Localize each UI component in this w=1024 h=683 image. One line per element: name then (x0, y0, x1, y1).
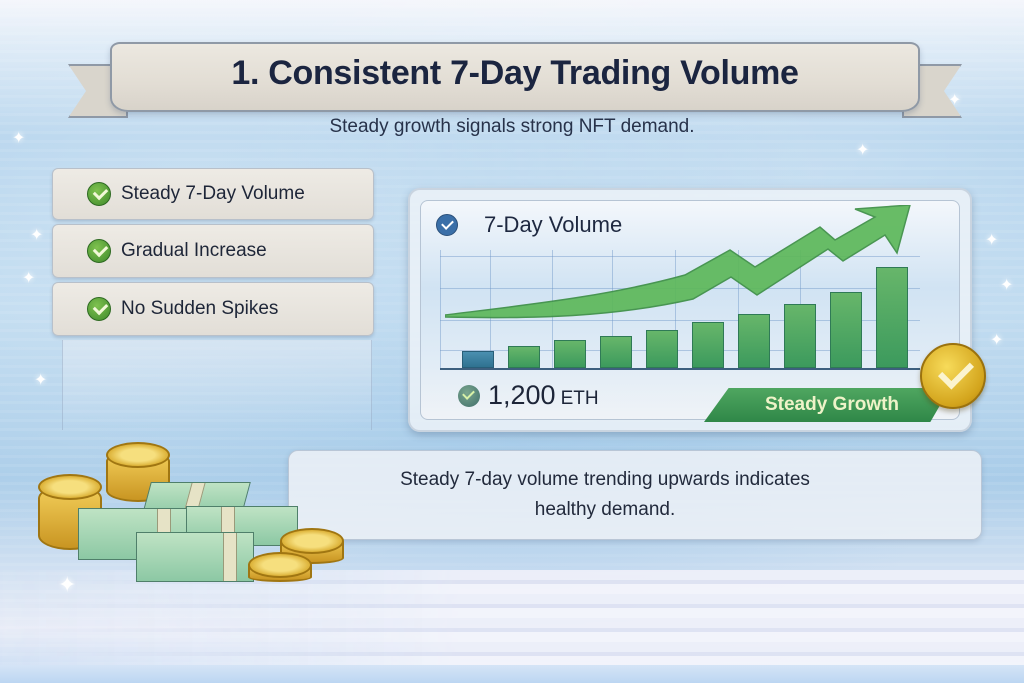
volume-value: 1,200 ETH (458, 380, 599, 411)
money-stack-illustration (36, 440, 346, 590)
note-line-1: Steady 7-day volume trending upwards ind… (400, 469, 810, 490)
coin-icon (38, 474, 102, 500)
bar-series (462, 258, 908, 368)
bill-band (223, 533, 237, 581)
check-circle-icon (87, 297, 111, 321)
volume-amount: 1,200 (488, 380, 556, 410)
bar-chart-plot (440, 250, 920, 372)
chart-bar (738, 313, 770, 368)
chart-title: 7-Day Volume (484, 212, 623, 237)
checklist-item-label: Steady 7-Day Volume (121, 183, 305, 204)
page-title: 1. Consistent 7-Day Trading Volume (231, 54, 799, 92)
checklist-item-label: No Sudden Spikes (121, 298, 279, 319)
x-axis (440, 368, 920, 370)
check-circle-icon (458, 384, 480, 407)
sparkle-icon: ✦ (58, 572, 77, 597)
coin-icon (106, 442, 170, 468)
grid-line (440, 256, 920, 257)
sparkle-icon: ✦ (856, 142, 870, 159)
chart-header: 7-Day Volume (436, 212, 622, 238)
summary-note: Steady 7-day volume trending upwards ind… (288, 450, 982, 540)
checklist-item-label: Gradual Increase (121, 240, 267, 261)
title-banner: 1. Consistent 7-Day Trading Volume (68, 42, 962, 118)
grid-line (440, 320, 920, 321)
checklist-item-steady-volume: Steady 7-Day Volume (52, 168, 374, 220)
background-stripes (0, 570, 1024, 683)
check-circle-icon (87, 239, 111, 263)
sparkle-icon: ✦ (30, 227, 44, 244)
badge-label: Steady Growth (764, 394, 900, 415)
sparkle-icon: ✦ (985, 232, 999, 249)
banner-body (110, 42, 920, 112)
chart-bar (692, 322, 724, 368)
grid-line (440, 350, 920, 351)
chart-bar (508, 345, 540, 368)
sparkle-icon: ✦ (1000, 277, 1014, 294)
sparkle-icon: ✦ (22, 270, 36, 287)
sparkle-icon: ✦ (990, 332, 1004, 349)
sparkle-icon: ✦ (12, 130, 26, 147)
volume-unit: ETH (560, 388, 599, 409)
steady-growth-badge: Steady Growth (704, 388, 950, 422)
checklist: Steady 7-Day Volume Gradual Increase No … (52, 168, 374, 340)
coin-icon (248, 552, 312, 578)
chart-bar (646, 329, 678, 368)
grid-line (440, 250, 441, 369)
chart-bar (876, 267, 908, 368)
checklist-item-gradual-increase: Gradual Increase (52, 224, 374, 278)
note-line-2: healthy demand. (534, 499, 676, 520)
page-subtitle: Steady growth signals strong NFT demand. (329, 116, 695, 137)
chart-bar (554, 340, 586, 368)
cash-bundle-icon (136, 532, 254, 582)
coin-icon (280, 528, 344, 554)
check-circle-icon (87, 182, 111, 206)
chat-check-icon (436, 214, 458, 236)
chart-bar (600, 336, 632, 368)
gold-coin-check-icon (920, 343, 986, 409)
bottom-band (0, 665, 1024, 683)
sparkle-icon: ✦ (34, 372, 48, 389)
checklist-item-no-spikes: No Sudden Spikes (52, 282, 374, 336)
checklist-panel-tail (62, 340, 372, 430)
chart-bar (784, 304, 816, 368)
chart-bar (830, 291, 862, 368)
chart-bar (462, 351, 494, 368)
